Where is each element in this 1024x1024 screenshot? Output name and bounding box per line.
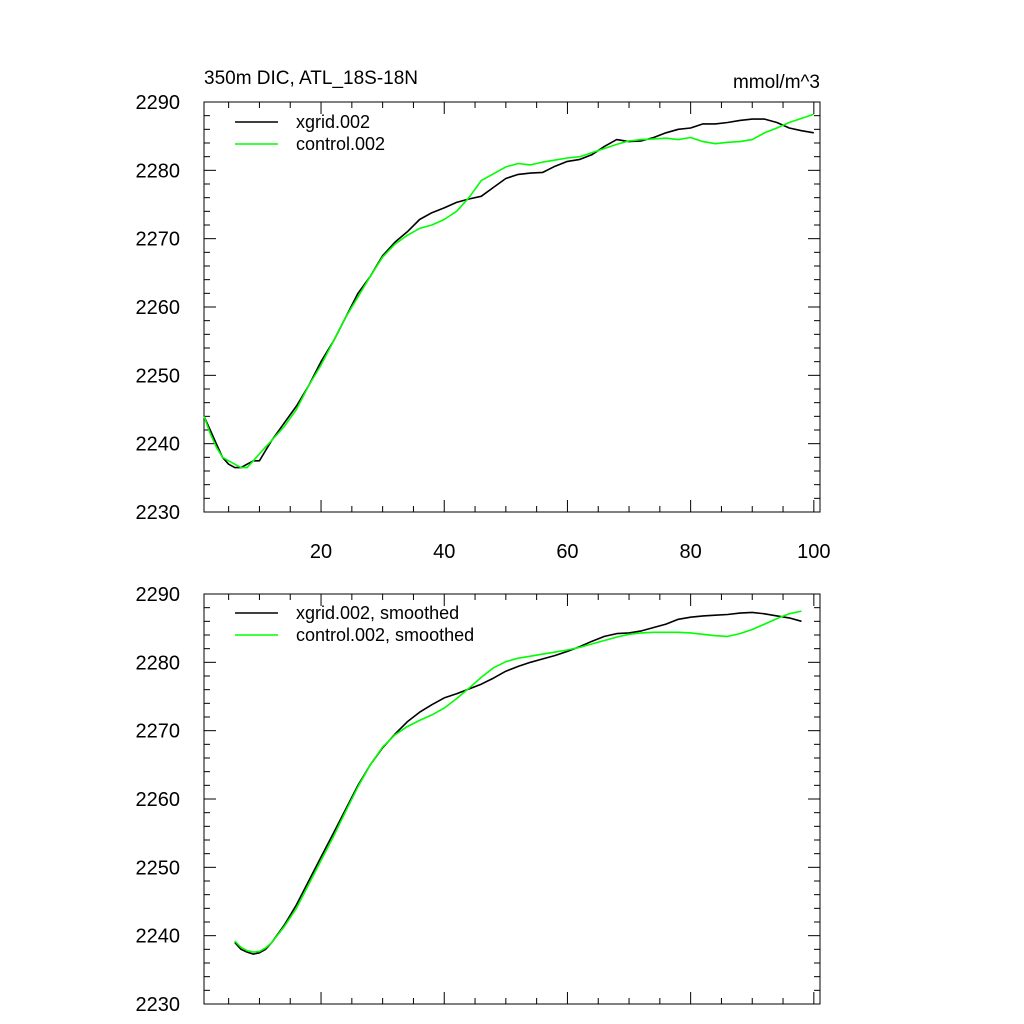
plot-frame <box>203 101 821 513</box>
legend: xgrid.002 control.002 <box>235 112 385 154</box>
y-tick-label: 2250 <box>136 365 181 387</box>
axis-ticks: 2230 2240 2250 2260 2270 2280 2290 <box>136 584 820 1016</box>
series-line-control-002-smoothed <box>234 610 802 953</box>
units-label: mmol/m^3 <box>733 72 820 93</box>
y-tick-label: 2270 <box>136 229 181 251</box>
chart-title: 350m DIC, ATL_18S-18N <box>204 68 418 89</box>
series-line-control-002 <box>203 113 815 469</box>
y-tick-label: 2230 <box>136 502 181 524</box>
y-tick-label: 2230 <box>136 994 181 1016</box>
series-line-xgrid-002 <box>203 118 814 469</box>
y-tick-label: 2250 <box>136 857 181 879</box>
plot-frame <box>203 593 821 1005</box>
y-tick-label: 2240 <box>136 434 181 456</box>
series-line-xgrid-002-smoothed <box>234 611 802 955</box>
axis-ticks: 2230 2240 2250 2260 2270 2280 2290 20 40 60 80 100 <box>136 92 831 563</box>
x-tick-label: 40 <box>433 541 455 563</box>
x-tick-label: 80 <box>680 541 702 563</box>
y-tick-label: 2280 <box>136 652 181 674</box>
x-tick-label: 60 <box>556 541 578 563</box>
x-tick-label: 20 <box>310 541 332 563</box>
y-tick-label: 2290 <box>136 584 181 606</box>
y-tick-label: 2280 <box>136 160 181 182</box>
y-tick-label: 2240 <box>136 926 181 948</box>
y-tick-label: 2260 <box>136 297 181 319</box>
y-tick-label: 2290 <box>136 92 181 114</box>
series-layer <box>203 113 815 469</box>
y-tick-label: 2270 <box>136 721 181 743</box>
legend-label-xgrid: xgrid.002 <box>296 112 370 132</box>
legend-label-control: control.002 <box>296 134 385 154</box>
legend-label-xgrid-smoothed: xgrid.002, smoothed <box>296 603 459 623</box>
legend-label-control-smoothed: control.002, smoothed <box>296 625 474 645</box>
legend: xgrid.002, smoothed control.002, smoothe… <box>235 603 474 645</box>
bottom-panel: 2230 2240 2250 2260 2270 2280 2290 xgrid.002, … <box>136 584 821 1016</box>
top-panel: 350m DIC, ATL_18S-18N mmol/m^3 223022402… <box>136 68 831 563</box>
series-layer <box>234 610 802 955</box>
y-tick-label: 2260 <box>136 789 181 811</box>
x-tick-label: 100 <box>797 541 830 563</box>
